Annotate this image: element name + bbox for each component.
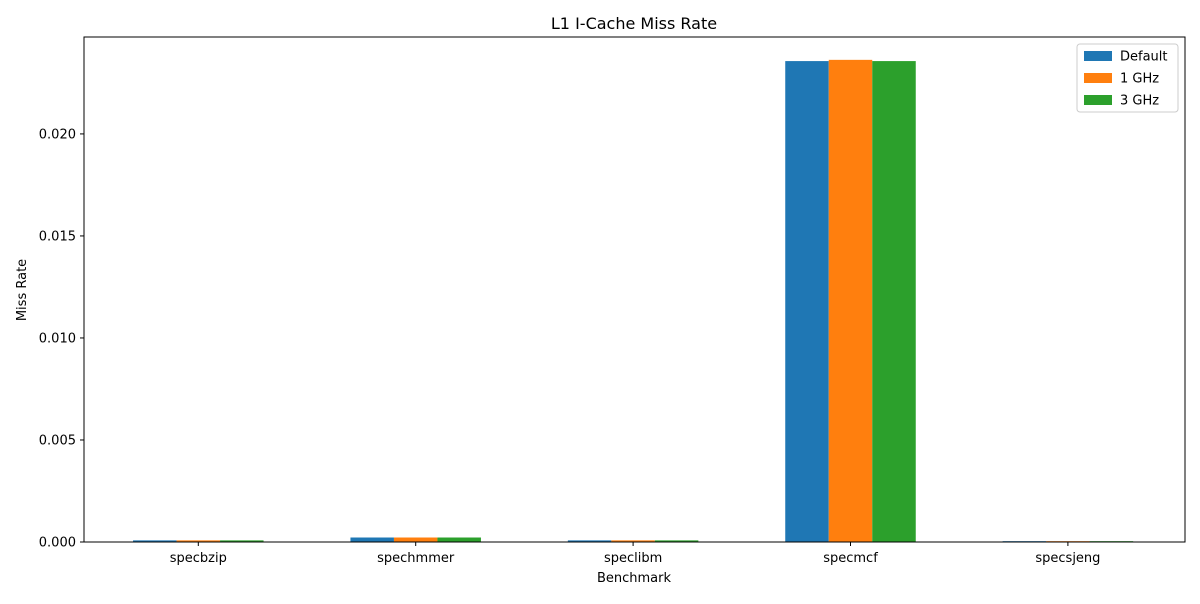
bar-specmcf-default <box>785 61 829 542</box>
plot-frame <box>83 36 1186 543</box>
legend-label: 3 GHz <box>1120 94 1159 109</box>
bars-group <box>133 59 1134 542</box>
bar-spechmmer-1-ghz <box>393 537 438 542</box>
x-tick-label: specbzip <box>170 551 227 566</box>
legend-swatch <box>1084 95 1112 105</box>
y-tick-label: 0.010 <box>39 331 76 346</box>
bar-spechmmer-default <box>350 537 394 542</box>
x-tick-label: spechmmer <box>377 551 455 566</box>
legend-label: 1 GHz <box>1120 72 1159 87</box>
legend: Default 1 GHz 3 GHz <box>1076 43 1179 113</box>
bar-specmcf-3-ghz <box>872 61 916 542</box>
legend-swatch <box>1084 51 1112 61</box>
bar-specbzip-3-ghz <box>220 540 264 542</box>
x-tick-label: specsjeng <box>1035 551 1100 566</box>
bar-speclibm-default <box>567 540 612 542</box>
y-tick-label: 0.020 <box>39 127 76 142</box>
chart-title: L1 I-Cache Miss Rate <box>551 14 717 33</box>
x-axis-label: Benchmark <box>597 571 672 586</box>
bar-specbzip-1-ghz <box>176 540 221 542</box>
y-tick-label: 0.000 <box>39 536 76 551</box>
legend-swatch <box>1084 73 1112 83</box>
x-tick-label: speclibm <box>604 551 662 566</box>
bar-spechmmer-3-ghz <box>437 537 481 542</box>
y-axis: 0.000 0.005 0.010 0.015 0.020 <box>39 127 84 551</box>
bar-speclibm-3-ghz <box>654 540 699 542</box>
x-axis: specbzip spechmmer speclibm specmcf specsjen… <box>170 542 1100 566</box>
x-tick-label: specmcf <box>823 551 878 566</box>
legend-label: Default <box>1120 50 1168 65</box>
bar-speclibm-1-ghz <box>611 540 655 542</box>
y-tick-label: 0.015 <box>39 229 76 244</box>
y-tick-label: 0.005 <box>39 433 76 448</box>
y-axis-label: Miss Rate <box>15 259 30 321</box>
bar-specbzip-default <box>133 540 177 542</box>
bar-specmcf-1-ghz <box>828 59 873 542</box>
